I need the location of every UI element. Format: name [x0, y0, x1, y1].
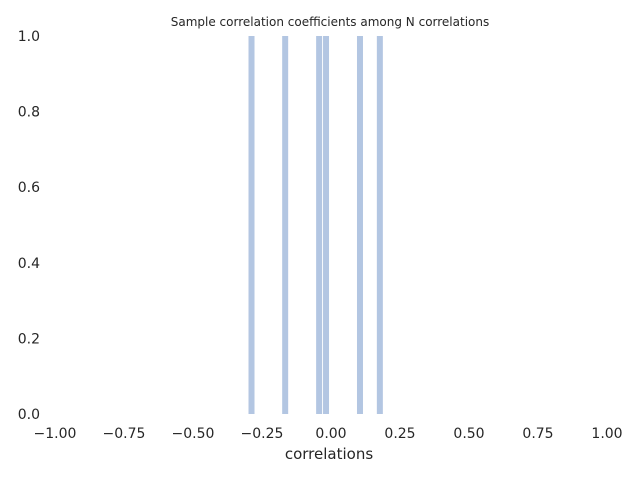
histogram-bar: [248, 36, 255, 414]
y-tick-label: 0.0: [18, 407, 40, 423]
x-axis-label: correlations: [285, 445, 373, 463]
x-tick-label: 1.00: [591, 426, 622, 442]
y-tick-label: 0.4: [18, 256, 40, 272]
x-tick-label: 0.50: [453, 426, 484, 442]
histogram-bar: [376, 36, 383, 414]
x-axis-ticks: −1.00 −0.75 −0.50 −0.25 0.00 0.25 0.50 0.75 1.00: [34, 426, 623, 442]
y-axis-ticks: 0.0 0.2 0.4 0.6 0.8 1.0: [18, 29, 40, 423]
histogram-bar: [356, 36, 363, 414]
histogram-bar: [282, 36, 289, 414]
y-tick-label: 0.8: [18, 105, 40, 121]
histogram-bar: [323, 36, 330, 414]
x-tick-label: −0.25: [241, 426, 284, 442]
x-tick-label: 0.00: [315, 426, 346, 442]
x-tick-label: −1.00: [34, 426, 77, 442]
x-tick-label: 0.75: [522, 426, 553, 442]
histogram-bar: [316, 36, 323, 414]
x-tick-label: −0.75: [103, 426, 146, 442]
y-tick-label: 1.0: [18, 29, 40, 45]
x-tick-label: −0.50: [172, 426, 215, 442]
bars-layer: [248, 36, 383, 414]
chart-title: Sample correlation coefficients among N …: [171, 15, 489, 29]
y-tick-label: 0.2: [18, 331, 40, 347]
x-tick-label: 0.25: [384, 426, 415, 442]
y-tick-label: 0.6: [18, 180, 40, 196]
